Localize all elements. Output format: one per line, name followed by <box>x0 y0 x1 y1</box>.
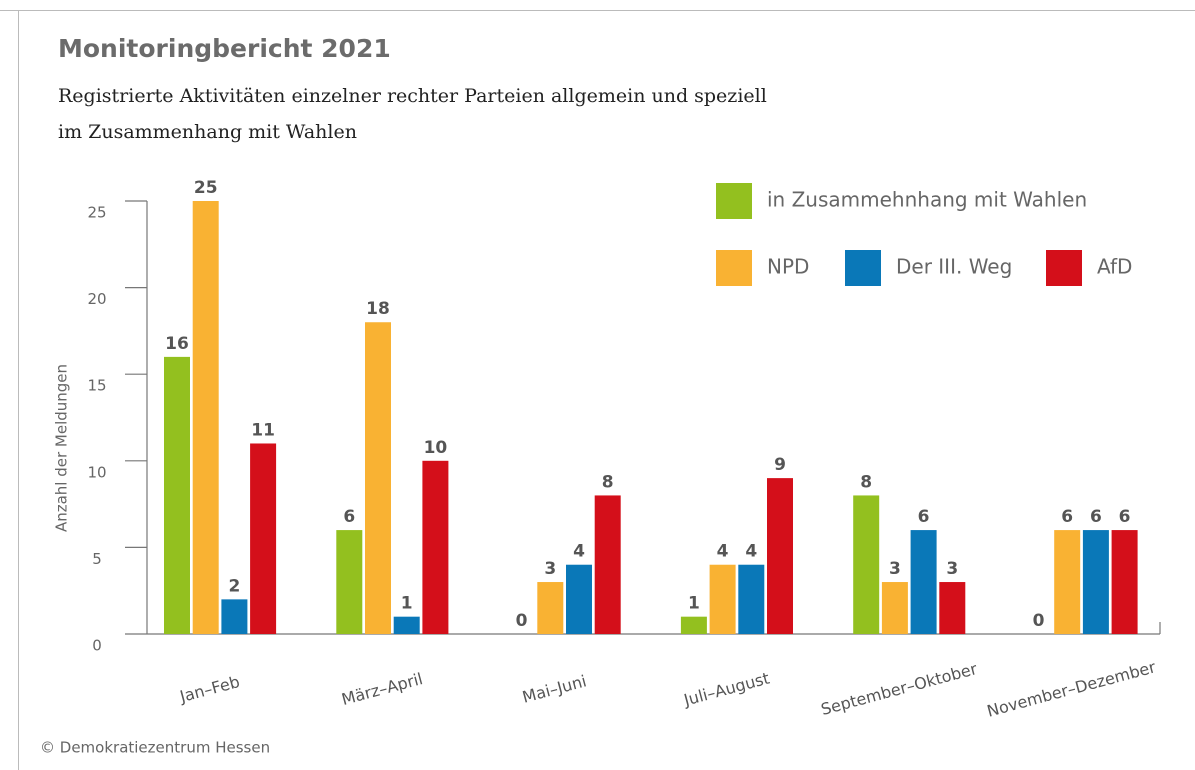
value-label: 2 <box>228 576 240 596</box>
bar <box>336 530 363 634</box>
bar <box>393 616 420 634</box>
value-label: 0 <box>516 611 528 631</box>
x-tick-label: September–Oktober <box>819 659 980 719</box>
frame <box>0 10 1195 770</box>
bar <box>164 356 190 634</box>
value-label: 18 <box>366 299 390 319</box>
x-tick-label: Juli–August <box>681 669 772 710</box>
subtitle: im Zusammenhang mit Wahlen <box>58 121 357 143</box>
bar <box>767 478 793 634</box>
y-tick-label: 5 <box>92 550 102 568</box>
value-label: 4 <box>717 542 729 562</box>
value-label: 3 <box>544 559 556 579</box>
bar <box>566 564 592 634</box>
source: © Demokratiezentrum Hessen <box>40 739 270 757</box>
bar <box>192 201 219 634</box>
value-label: 6 <box>1061 507 1073 527</box>
bar <box>1082 530 1109 634</box>
y-axis-label: Anzahl der Meldungen <box>53 364 71 532</box>
bar <box>250 443 277 634</box>
legend-label: in Zusammehnhang mit Wahlen <box>767 188 1087 212</box>
value-label: 3 <box>889 559 901 579</box>
chart-title: Monitoringbericht 2021 <box>58 34 391 63</box>
bar <box>365 322 391 634</box>
y-tick-label: 0 <box>92 637 102 655</box>
legend-label: AfD <box>1097 255 1132 279</box>
value-label: 3 <box>946 559 958 579</box>
value-label: 8 <box>860 472 872 492</box>
legend-swatch <box>716 183 752 219</box>
bar <box>881 582 908 634</box>
x-tick-label: November–Dezember <box>985 657 1158 720</box>
value-label: 16 <box>165 334 189 354</box>
bar <box>738 564 765 634</box>
legend-swatch <box>716 250 752 286</box>
value-label: 6 <box>343 507 355 527</box>
y-tick-label: 10 <box>87 463 106 481</box>
value-label: 4 <box>745 542 757 562</box>
bar <box>939 582 966 634</box>
y-tick-label: 20 <box>87 290 106 308</box>
value-label: 6 <box>918 507 930 527</box>
value-label: 4 <box>573 542 585 562</box>
value-label: 1 <box>688 594 700 614</box>
value-label: 1 <box>401 594 413 614</box>
bar <box>709 564 736 634</box>
legend-swatch <box>1046 250 1082 286</box>
value-label: 9 <box>774 455 786 475</box>
bar <box>537 582 564 634</box>
subtitle: Registrierte Aktivitäten einzelner recht… <box>58 85 767 107</box>
legend-swatch <box>845 250 881 286</box>
bar <box>1111 530 1138 634</box>
x-tick-label: Jan–Feb <box>177 672 242 706</box>
bar <box>422 460 449 634</box>
value-label: 10 <box>424 438 448 458</box>
bar <box>594 495 621 634</box>
value-label: 25 <box>194 178 218 198</box>
bar <box>1054 530 1081 634</box>
y-tick-label: 15 <box>87 377 106 395</box>
bar <box>680 616 707 634</box>
value-label: 11 <box>251 420 275 440</box>
legend-label: NPD <box>767 255 809 279</box>
x-tick-label: Mai–Juni <box>520 671 588 706</box>
value-label: 6 <box>1090 507 1102 527</box>
y-tick-label: 25 <box>87 204 106 222</box>
legend-label: Der III. Weg <box>896 255 1012 279</box>
x-tick-label: März–April <box>339 669 424 709</box>
bar <box>853 495 880 634</box>
value-label: 0 <box>1033 611 1045 631</box>
bar <box>910 530 937 634</box>
value-label: 6 <box>1119 507 1131 527</box>
bar <box>221 599 248 634</box>
value-label: 8 <box>602 472 614 492</box>
